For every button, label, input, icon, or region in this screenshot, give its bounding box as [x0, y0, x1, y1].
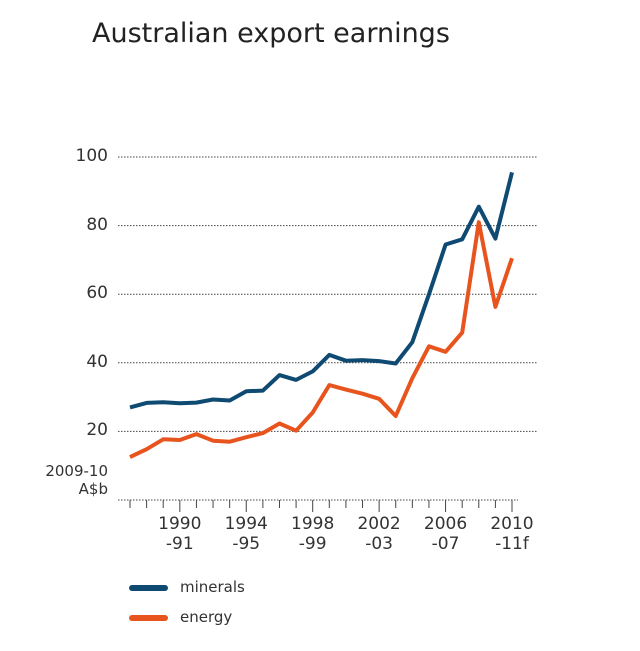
- legend-label: minerals: [180, 578, 245, 596]
- y-tick-label: 60: [86, 283, 108, 304]
- x-tick-label: 2006 -07: [423, 514, 468, 554]
- y-tick-label: 80: [86, 214, 108, 235]
- x-tick-label: 2002 -03: [357, 514, 401, 554]
- x-tick-label: 1998 -99: [291, 514, 335, 554]
- y-axis-label: 2009-10 A$b: [45, 462, 108, 498]
- line-series: [129, 220, 514, 459]
- y-tick-label: 100: [75, 146, 108, 166]
- line-series: [129, 171, 514, 410]
- y-tick-label: 40: [86, 351, 108, 372]
- y-tick-label: 20: [86, 420, 108, 441]
- chart-title: Australian export earnings: [92, 18, 450, 49]
- x-tick-label: 1994 -95: [224, 514, 268, 554]
- x-tick-label: 1990 -91: [158, 514, 202, 554]
- legend-label: energy: [180, 608, 233, 626]
- x-tick-label: 2010 -11f: [490, 514, 534, 554]
